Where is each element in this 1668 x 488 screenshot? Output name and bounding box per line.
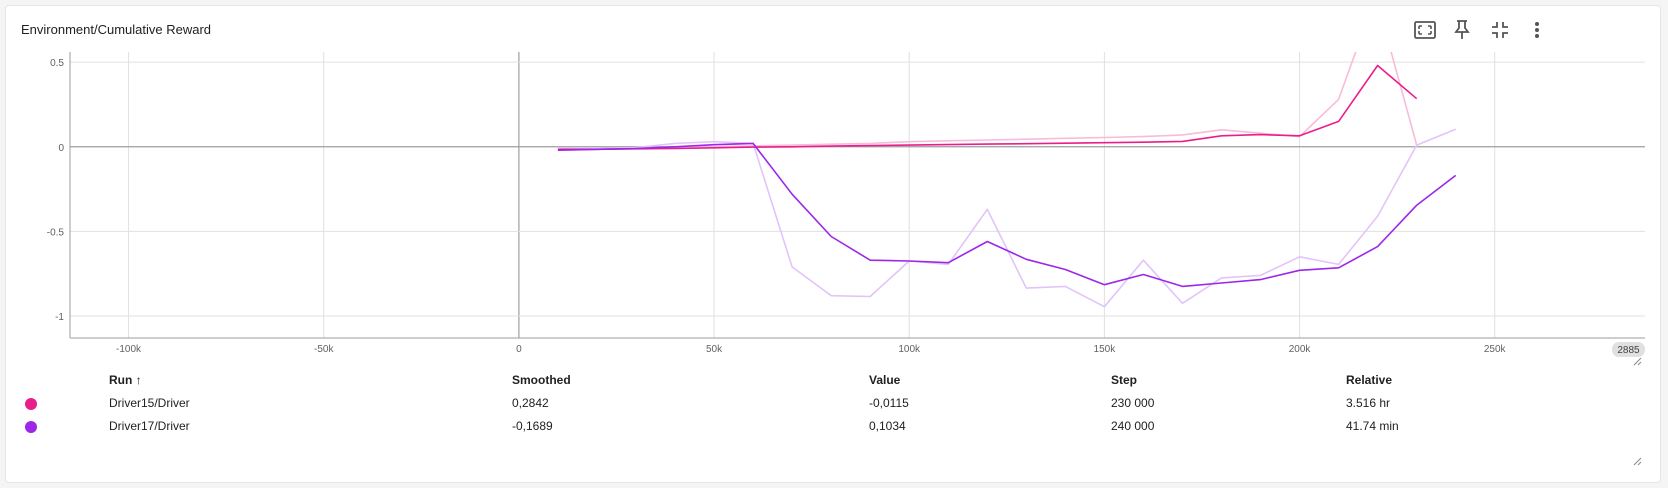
x-tick-label: -100k: [116, 344, 142, 355]
relative-time: 3.516 hr: [1346, 396, 1391, 410]
column-header-value[interactable]: Value: [869, 373, 901, 387]
collapse-button[interactable]: [1486, 16, 1514, 44]
column-header-run[interactable]: Run ↑: [109, 373, 142, 387]
run-name: Driver17/Driver: [109, 419, 190, 433]
more-options-button[interactable]: [1523, 16, 1551, 44]
y-tick-label: 0.5: [50, 58, 64, 69]
smoothed-value: 0,2842: [512, 396, 549, 410]
card-resize-handle[interactable]: [1632, 456, 1642, 466]
card-title: Environment/Cumulative Reward: [21, 22, 212, 37]
raw-value: 0,1034: [869, 419, 906, 433]
y-tick-label: -0.5: [47, 227, 65, 238]
step-value: 230 000: [1111, 396, 1155, 410]
step-value: 240 000: [1111, 419, 1155, 433]
y-tick-label: 0: [58, 143, 64, 154]
series-raw-line: [557, 52, 1418, 151]
x-tick-label: -50k: [314, 344, 334, 355]
y-tick-label: -1: [55, 312, 64, 323]
column-header-smoothed[interactable]: Smoothed: [512, 373, 571, 387]
x-tick-label: 50k: [706, 344, 723, 355]
fit-domain-icon: [1414, 21, 1436, 39]
column-header-step[interactable]: Step: [1111, 373, 1138, 387]
series-smoothed-line: [557, 142, 1457, 288]
x-end-label-chip: [1612, 342, 1645, 357]
relative-time: 41.74 min: [1346, 419, 1399, 433]
collapse-icon: [1492, 22, 1508, 38]
pin-button[interactable]: [1448, 16, 1476, 44]
series-raw-line: [557, 128, 1457, 308]
x-tick-label: 0: [516, 344, 522, 355]
x-end-label: 2885: [1617, 345, 1640, 356]
run-color-dot: [25, 421, 37, 433]
raw-value: -0,0115: [869, 396, 909, 410]
pin-icon: [1454, 20, 1470, 39]
x-tick-label: 200k: [1289, 344, 1312, 355]
chart-resize-handle[interactable]: [1632, 356, 1642, 366]
x-tick-label: 100k: [898, 344, 921, 355]
more-vert-icon: [1535, 22, 1539, 38]
scalar-card: [5, 5, 1661, 483]
run-color-dot: [25, 398, 37, 410]
x-tick-label: 150k: [1094, 344, 1117, 355]
series-smoothed-line: [557, 64, 1418, 151]
line-chart[interactable]: -100k -50k 0 50k 100k 150k 200k 250k 0.5 0 -0.5 -1 2…: [0, 0, 1668, 360]
x-tick-label: 250k: [1484, 344, 1507, 355]
column-header-relative[interactable]: Relative: [1346, 373, 1393, 387]
run-name: Driver15/Driver: [109, 396, 190, 410]
smoothed-value: -0,1689: [512, 419, 553, 433]
fit-domain-button[interactable]: [1411, 16, 1439, 44]
